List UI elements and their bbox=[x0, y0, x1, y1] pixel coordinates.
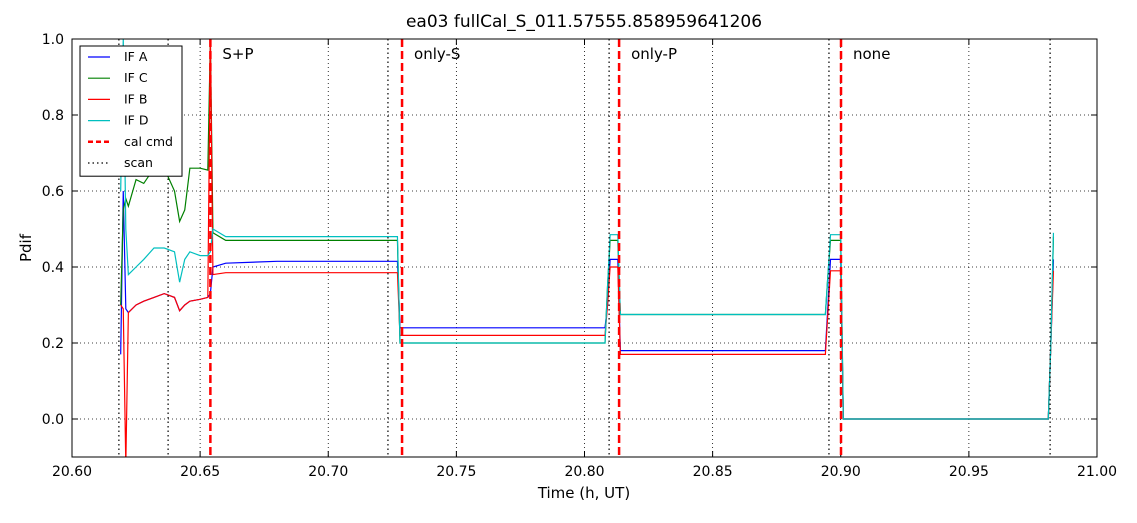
legend-box bbox=[79, 45, 183, 177]
x-tick-label: 21.00 bbox=[1077, 464, 1117, 480]
y-tick-label: 0.6 bbox=[42, 184, 64, 200]
y-tick-label: 1.0 bbox=[42, 32, 64, 48]
legend-label: IF B bbox=[124, 91, 147, 106]
annotation: only-P bbox=[631, 45, 677, 63]
x-axis-label: Time (h, UT) bbox=[537, 484, 630, 502]
legend-label: cal cmd bbox=[124, 134, 173, 149]
legend-label: IF C bbox=[124, 70, 148, 85]
y-tick-label: 0.8 bbox=[42, 108, 64, 124]
annotation: S+P bbox=[222, 45, 253, 63]
y-tick-label: 0.2 bbox=[42, 336, 64, 352]
plot-frame bbox=[71, 38, 1098, 458]
x-tick-label: 20.85 bbox=[693, 464, 733, 480]
legend-label: IF D bbox=[124, 113, 148, 128]
x-tick-label: 20.80 bbox=[564, 464, 604, 480]
x-tick-label: 20.70 bbox=[308, 464, 348, 480]
data-line bbox=[120, 39, 1055, 457]
x-tick-label: 20.90 bbox=[821, 464, 861, 480]
plot-area bbox=[118, 39, 1055, 457]
y-tick-label: 0.4 bbox=[42, 260, 64, 276]
x-tick-label: 20.75 bbox=[436, 464, 476, 480]
x-tick-label: 20.60 bbox=[52, 464, 92, 480]
y-axis-label: Pdif bbox=[17, 233, 35, 262]
x-tick-label: 20.95 bbox=[949, 464, 989, 480]
y-tick-label: 0.0 bbox=[42, 412, 64, 428]
legend-label: scan bbox=[124, 155, 153, 170]
data-line bbox=[120, 39, 1055, 420]
x-tick-label: 20.65 bbox=[180, 464, 220, 480]
chart-title: ea03 fullCal_S_011.57555.858959641206 bbox=[406, 12, 762, 32]
annotation: none bbox=[853, 45, 890, 63]
annotation: only-S bbox=[414, 45, 460, 63]
legend-label: IF A bbox=[124, 49, 148, 64]
